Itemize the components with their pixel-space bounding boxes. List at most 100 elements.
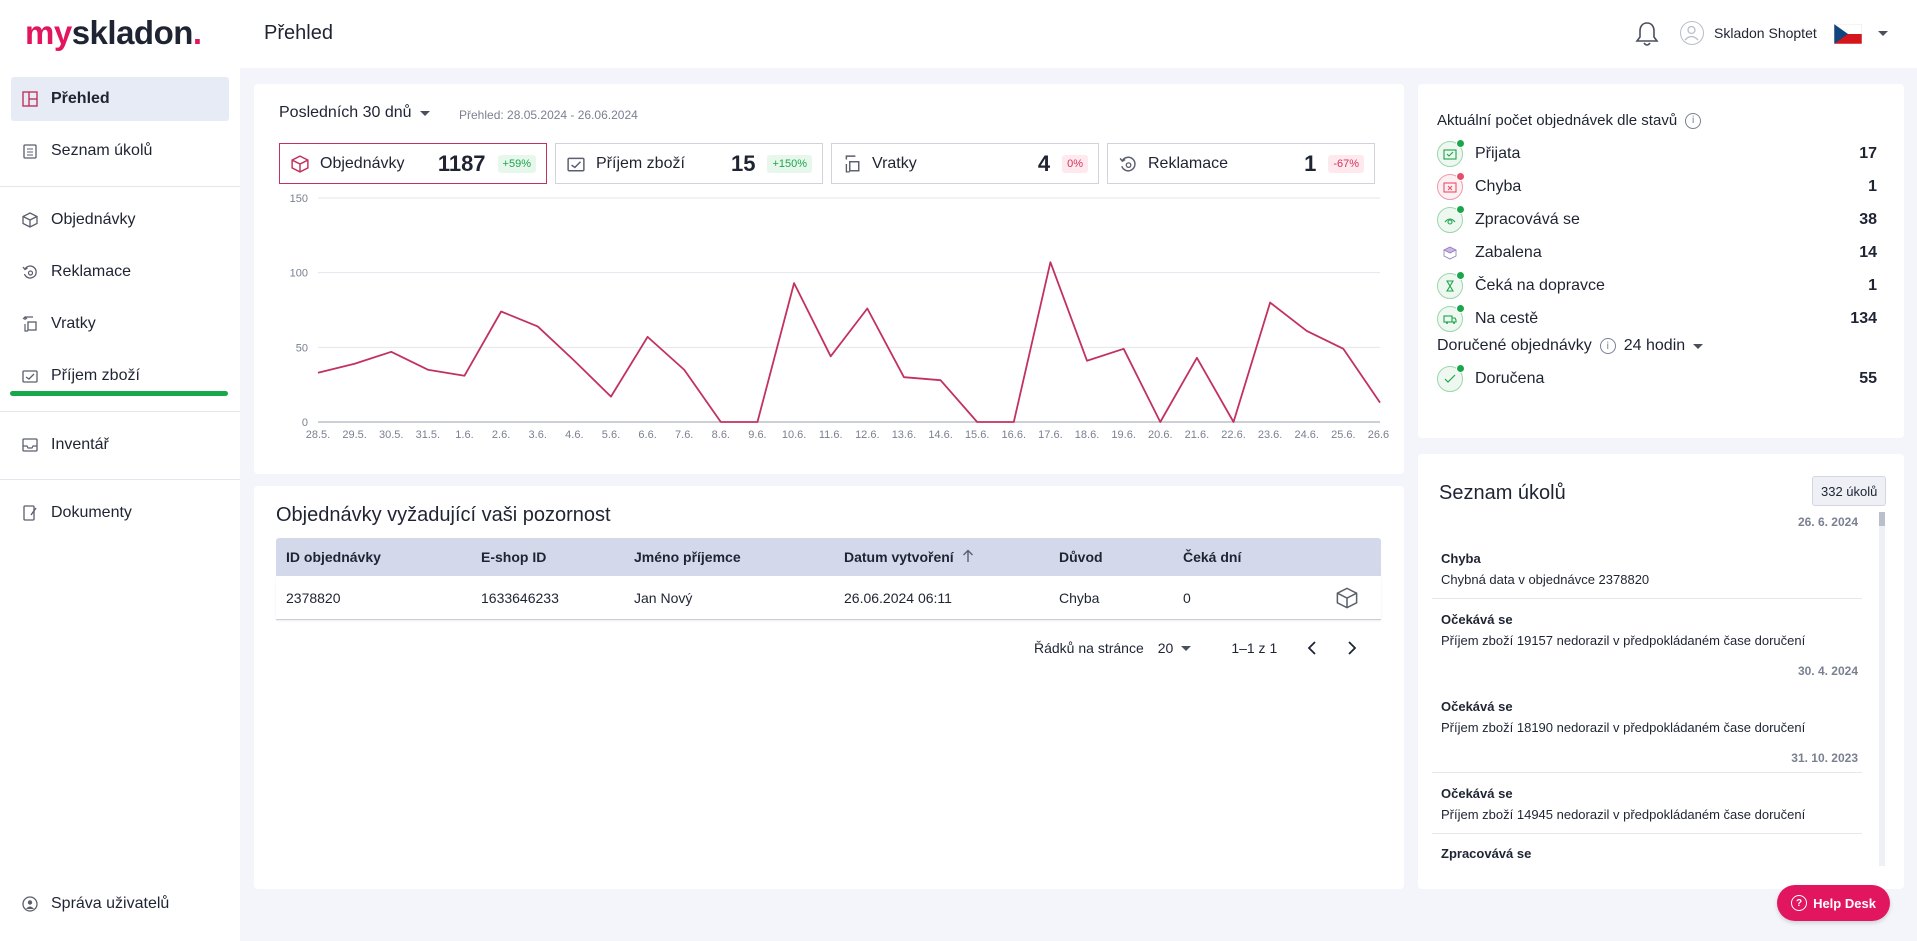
status-label: Zpracovává se <box>1475 211 1580 228</box>
user-name: Skladon Shoptet <box>1714 25 1817 41</box>
tasks-scrollbar[interactable] <box>1879 512 1885 866</box>
sidebar-item-prijem-zbozi[interactable]: Příjem zboží <box>11 354 229 398</box>
column-header-eshop-id[interactable]: E-shop ID <box>481 549 547 565</box>
sidebar-item-seznam-ukolu[interactable]: Seznam úkolů <box>11 129 229 173</box>
logo-text-part1: my <box>25 14 72 51</box>
date-range-label: Posledních 30 dnů <box>279 104 412 121</box>
kpi-value: 4 <box>1037 150 1051 176</box>
task-title: Chyba <box>1441 551 1481 566</box>
sidebar-item-reklamace[interactable]: Reklamace <box>11 250 229 294</box>
kpi-label: Reklamace <box>1148 154 1229 172</box>
sidebar-item-objednavky[interactable]: Objednávky <box>11 198 229 242</box>
task-separator <box>1432 833 1862 834</box>
sidebar-divider <box>0 479 240 480</box>
czech-flag-icon[interactable] <box>1834 24 1862 44</box>
table-pagination: Řádků na stránce 20 1–1 z 1 <box>1034 640 1359 656</box>
sidebar-item-dokumenty[interactable]: Dokumenty <box>11 491 229 535</box>
kpi-reklamace[interactable]: Reklamace 1 -67% <box>1107 143 1375 184</box>
series-line <box>317 261 1381 423</box>
date-range-text: Přehled: 28.05.2024 - 26.06.2024 <box>459 108 638 122</box>
sidebar-item-sprava-uzivatelu[interactable]: Správa uživatelů <box>11 882 229 926</box>
attention-table: ID objednávky E-shop ID Jméno příjemce D… <box>276 538 1381 620</box>
truck-icon <box>1437 304 1465 332</box>
kpi-value: 1 <box>1304 150 1317 176</box>
sidebar-item-inventar[interactable]: Inventář <box>11 423 229 467</box>
x-tick-label: 26.6. <box>1368 429 1390 441</box>
status-row-chyba[interactable]: Chyba 1 <box>1437 172 1877 200</box>
task-description: Chybná data v objednávce 2378820 <box>1441 572 1650 587</box>
x-tick-label: 4.6. <box>565 429 583 441</box>
next-page-icon[interactable] <box>1345 641 1359 655</box>
status-row-zabalena[interactable]: Zabalena 14 <box>1437 240 1877 266</box>
column-header-created[interactable]: Datum vytvoření <box>834 549 1049 566</box>
box-icon <box>21 211 39 229</box>
language-chevron-down-icon[interactable] <box>1878 31 1888 36</box>
sidebar-item-label: Objednávky <box>51 211 136 228</box>
column-header-reason[interactable]: Důvod <box>1059 549 1103 565</box>
document-icon <box>21 504 39 522</box>
sidebar-divider <box>0 411 240 412</box>
kpi-delta: +150% <box>767 154 812 173</box>
task-date: 30. 4. 2024 <box>1797 664 1858 678</box>
tasks-list[interactable]: 26. 6. 2024 Chyba Chybná data v objednáv… <box>1418 512 1882 868</box>
x-tick-label: 20.6. <box>1148 429 1172 441</box>
help-desk-label: Help Desk <box>1813 895 1876 911</box>
sidebar-item-prehled[interactable]: Přehled <box>11 77 229 121</box>
x-tick-label: 8.6. <box>712 429 730 441</box>
previous-page-icon[interactable] <box>1305 641 1319 655</box>
logo-text-part2: skladon <box>71 14 194 51</box>
x-tick-label: 29.5. <box>342 429 366 441</box>
status-row-zpracovava-se[interactable]: Zpracovává se 38 <box>1437 205 1877 233</box>
row-action-box-icon[interactable] <box>1313 587 1381 609</box>
rows-per-page-value: 20 <box>1157 640 1174 656</box>
user-avatar-icon <box>1680 21 1704 45</box>
status-row-ceka-na-dopravce[interactable]: Čeká na dopravce 1 <box>1437 271 1877 299</box>
task-date: 31. 10. 2023 <box>1791 751 1858 765</box>
column-header-id[interactable]: ID objednávky <box>286 549 381 565</box>
kpi-label: Příjem zboží <box>596 154 685 172</box>
status-row-na-ceste[interactable]: Na cestě 134 <box>1437 304 1877 332</box>
help-desk-button[interactable]: ? Help Desk <box>1777 885 1890 921</box>
status-row-dorucena[interactable]: Doručena 55 <box>1437 364 1877 392</box>
rows-per-page-select[interactable]: 20 <box>1158 640 1192 656</box>
x-tick-label: 17.6. <box>1038 429 1062 441</box>
column-header-days[interactable]: Čeká dní <box>1183 549 1242 565</box>
table-row[interactable]: 2378820 1633646233 Jan Nový 26.06.2024 0… <box>276 576 1381 620</box>
status-label: Chyba <box>1475 178 1522 195</box>
task-separator <box>1432 772 1862 773</box>
kpi-prijem-zbozi[interactable]: Příjem zboží 15 +150% <box>555 143 823 184</box>
x-tick-label: 5.6. <box>602 429 620 441</box>
sort-ascending-icon[interactable] <box>962 549 974 566</box>
cell-created: 26.06.2024 06:11 <box>844 589 952 606</box>
cell-days: 0 <box>1183 589 1191 606</box>
sidebar-item-label: Reklamace <box>51 263 132 280</box>
tasks-title: Seznam úkolů <box>1439 482 1566 504</box>
user-menu[interactable]: Skladon Shoptet <box>1680 21 1817 45</box>
info-icon[interactable]: i <box>1599 338 1616 354</box>
cell-reason: Chyba <box>1059 589 1100 606</box>
x-tick-label: 6.6. <box>638 429 656 441</box>
info-icon[interactable]: i <box>1685 112 1702 129</box>
sidebar-item-label: Dokumenty <box>51 504 132 521</box>
order-status-card <box>1418 84 1904 438</box>
task-title: Očekává se <box>1441 612 1513 627</box>
sidebar-item-vratky[interactable]: Vratky <box>11 302 229 346</box>
sidebar: Přehled Seznam úkolů Objednávky Reklamac… <box>0 68 240 941</box>
dashboard-icon <box>21 90 39 108</box>
tasks-card <box>1418 454 1904 889</box>
pagination-range: 1–1 z 1 <box>1231 640 1278 656</box>
bell-icon[interactable] <box>1634 20 1660 48</box>
kpi-label: Objednávky <box>320 154 405 172</box>
kpi-vratky[interactable]: Vratky 4 0% <box>831 143 1099 184</box>
date-range-select[interactable]: Posledních 30 dnů <box>279 104 430 122</box>
tasks-count-badge: 332 úkolů <box>1812 476 1887 506</box>
status-row-prijata[interactable]: Přijata 17 <box>1437 139 1877 167</box>
x-tick-label: 25.6. <box>1331 429 1355 441</box>
task-title: Očekává se <box>1441 699 1513 714</box>
x-tick-label: 3.6. <box>529 429 547 441</box>
logo[interactable]: myskladon. <box>25 14 202 52</box>
tasks-scrollbar-thumb[interactable] <box>1879 512 1885 526</box>
kpi-objednavky[interactable]: Objednávky 1187 +59% <box>279 143 547 184</box>
column-header-name[interactable]: Jméno příjemce <box>634 549 741 565</box>
delivered-period-select[interactable]: 24 hodin <box>1624 337 1704 355</box>
